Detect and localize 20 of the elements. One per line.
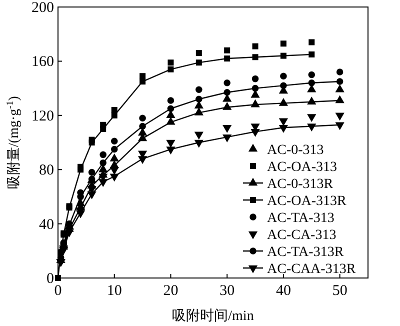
x-tick-label: 20	[163, 283, 178, 299]
legend-label: AC-TA-313R	[267, 245, 344, 260]
x-tick-label: 50	[332, 283, 348, 299]
legend-label: AC-0-313	[267, 143, 324, 158]
y-tick-label: 200	[32, 0, 54, 16]
y-tick-label: 0	[46, 271, 54, 287]
legend-label: AC-0-313R	[267, 177, 334, 192]
x-tick-label: 40	[276, 283, 291, 299]
legend-label: AC-OA-313	[267, 160, 337, 175]
y-tick-label: 40	[39, 216, 54, 233]
x-axis-title: 吸附时间/min	[172, 308, 254, 324]
x-tick-label: 10	[106, 283, 122, 299]
legend-label: AC-CAA-313R	[267, 262, 356, 277]
y-tick-label: 160	[32, 54, 54, 70]
y-tick-label: 80	[39, 162, 54, 179]
legend-label: AC-OA-313R	[267, 194, 347, 209]
legend-label: AC-TA-313	[267, 211, 334, 226]
legend-label: AC-CA-313	[267, 228, 336, 243]
y-tick-label: 120	[32, 108, 54, 124]
x-tick-label: 30	[220, 283, 235, 299]
